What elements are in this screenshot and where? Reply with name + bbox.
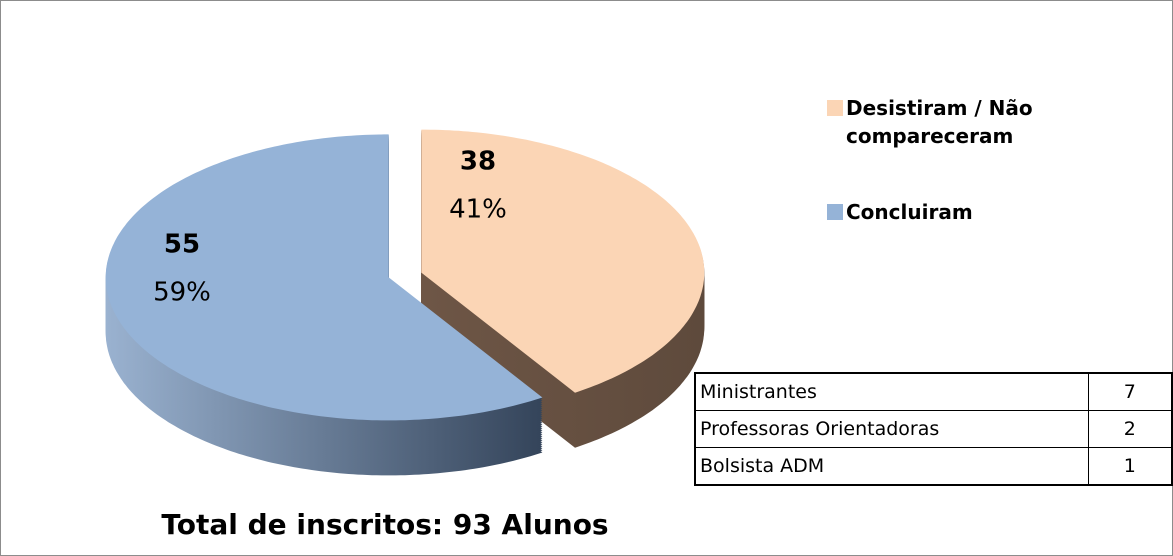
table-cell: 1 <box>1087 447 1173 486</box>
table-row: Ministrantes 7 <box>694 372 1173 411</box>
legend-label: Desistiram / Não compareceram <box>846 96 1033 148</box>
legend-swatch <box>827 204 843 220</box>
percent-label: 59% <box>153 278 211 308</box>
pie-slice <box>421 129 705 393</box>
table-cell: 2 <box>1087 410 1173 448</box>
table-row: Professoras Orientadoras 2 <box>694 410 1173 448</box>
value-label: 38 <box>460 147 496 177</box>
pie: 38 41% 55 59% <box>105 129 705 476</box>
table-cell: 7 <box>1087 372 1173 411</box>
table-cell: Ministrantes <box>694 372 1089 411</box>
pie-slice <box>105 134 543 421</box>
table-cell: Bolsista ADM <box>694 447 1089 486</box>
legend-swatch <box>827 100 843 116</box>
legend-label: Concluiram <box>846 200 973 224</box>
percent-label: 41% <box>449 195 507 225</box>
table-cell: Professoras Orientadoras <box>694 410 1089 448</box>
staff-table: Ministrantes 7 Professoras Orientadoras 2 Bo… <box>694 372 1173 486</box>
value-label: 55 <box>164 230 200 260</box>
table-row: Bolsista ADM 1 <box>694 447 1173 486</box>
caption: Total de inscritos: 93 Alunos <box>161 508 609 541</box>
